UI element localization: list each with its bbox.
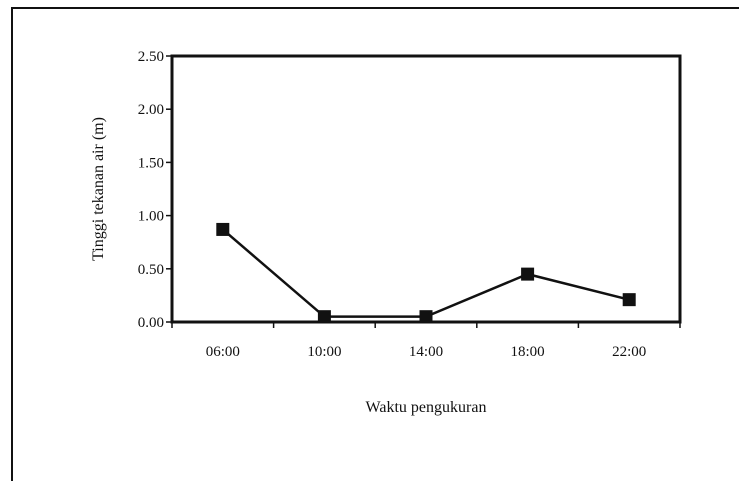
x-tick-label: 22:00 [612,344,646,360]
x-tick-label: 10:00 [307,344,341,360]
data-point-marker [521,267,535,281]
data-point-marker [622,293,636,307]
y-tick-label: 2.50 [138,49,164,65]
x-tick-label: 06:00 [206,344,240,360]
plot-area [170,54,682,324]
data-point-marker [317,310,331,324]
y-axis-title: Tinggi tekanan air (m) [90,117,107,261]
x-tick-label: 18:00 [511,344,545,360]
y-tick-label: 1.00 [138,209,164,225]
x-axis-title: Waktu pengukuran [366,399,487,416]
series-line [221,228,630,318]
data-point-marker [216,222,230,236]
y-tick-label: 1.50 [138,155,164,171]
y-tick-label: 0.00 [138,315,164,331]
chart-frame [11,7,739,481]
series-layer [216,222,636,324]
x-axis-ticks: 06:00 10:00 14:00 18:00 22:00 [171,322,681,360]
data-point-marker [419,310,433,324]
x-tick-label: 14:00 [409,344,443,360]
y-axis-ticks: 0.00 0.50 1.00 1.50 2.00 2.50 [138,49,172,331]
y-tick-label: 2.00 [138,102,164,118]
y-tick-label: 0.50 [138,262,164,278]
